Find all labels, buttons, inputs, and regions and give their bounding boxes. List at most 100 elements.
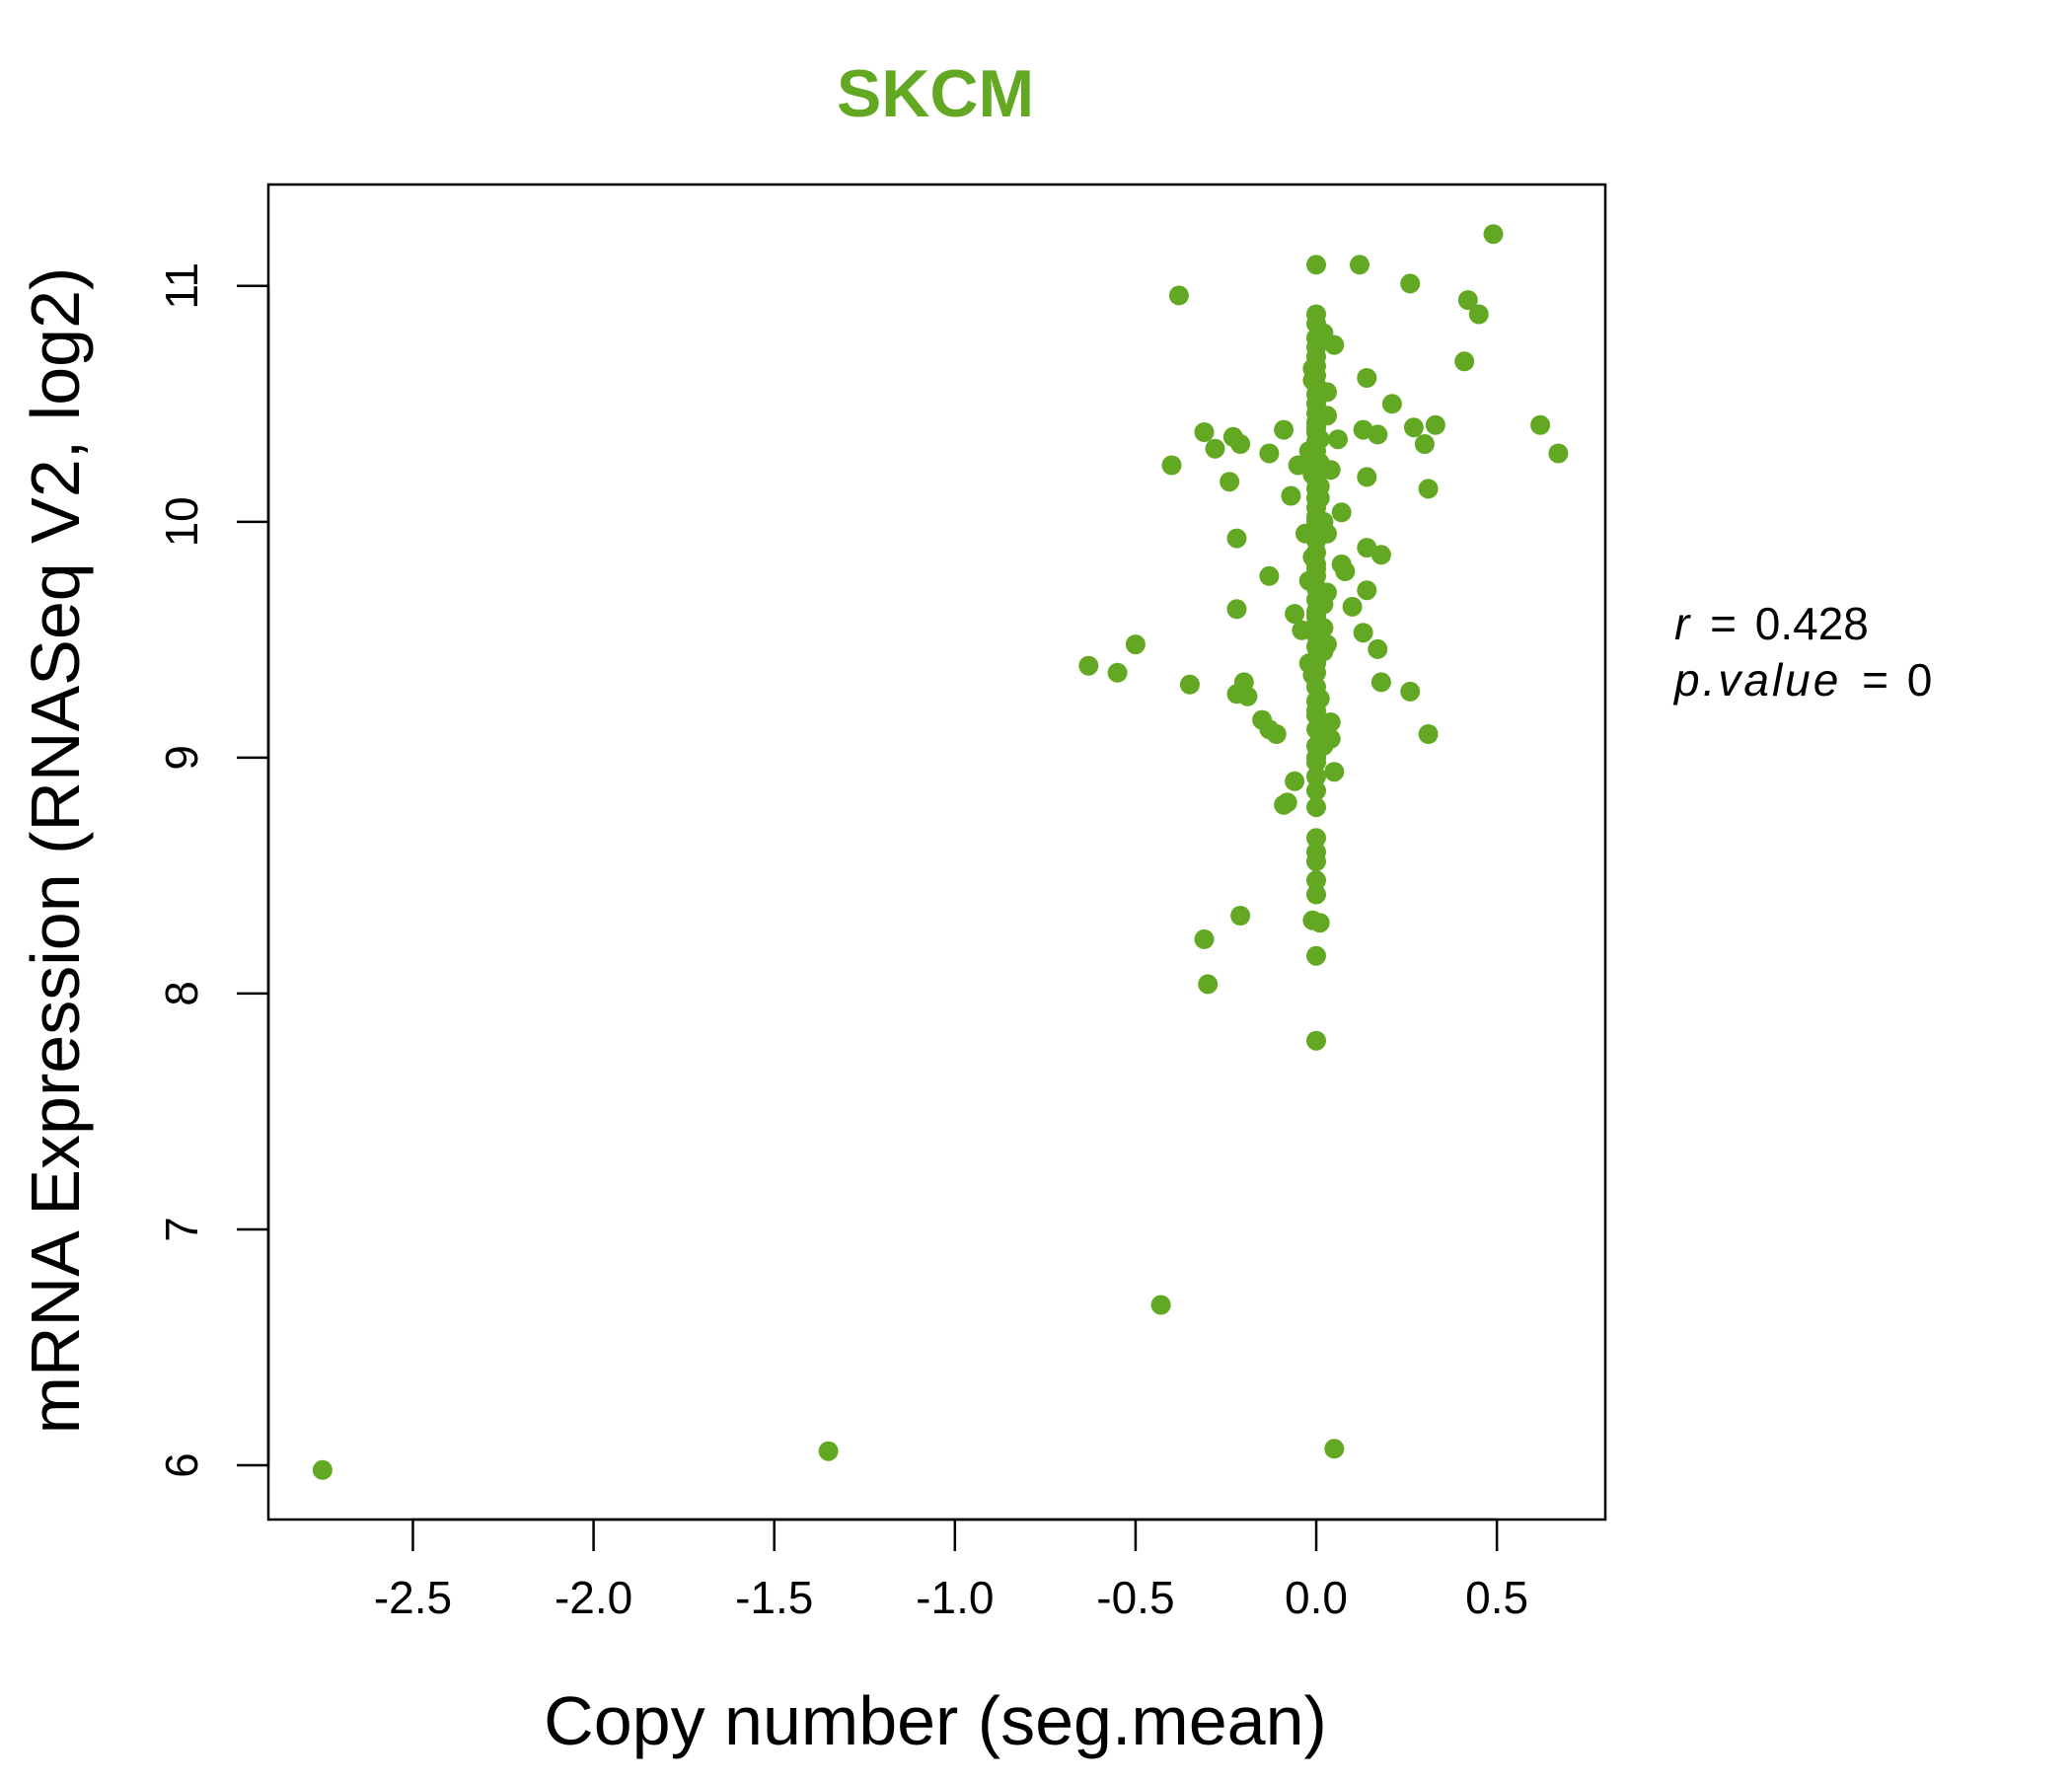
x-tick-label: -2.0 <box>555 1572 632 1623</box>
data-point <box>1230 434 1251 454</box>
data-point <box>1233 672 1254 693</box>
data-point <box>1298 570 1319 591</box>
data-point <box>1309 913 1330 933</box>
data-point <box>1357 467 1377 487</box>
data-point <box>1168 285 1189 306</box>
data-point <box>1313 618 1334 638</box>
data-point <box>1078 655 1099 676</box>
data-point <box>1259 565 1280 586</box>
data-point <box>1306 870 1326 891</box>
data-point <box>1302 547 1323 567</box>
data-point <box>1368 424 1388 445</box>
data-point <box>1306 828 1326 849</box>
data-point <box>1331 502 1352 523</box>
y-tick-label: 6 <box>156 1452 207 1478</box>
chart-title: SKCM <box>837 56 1034 131</box>
data-point <box>1370 672 1391 693</box>
data-point <box>1350 255 1369 275</box>
p-equals: = <box>1862 654 1888 705</box>
x-tick-label: -0.5 <box>1096 1572 1174 1623</box>
y-axis: 6 7 8 9 10 11 <box>156 262 270 1478</box>
data-point <box>1179 674 1200 695</box>
data-point <box>1403 417 1424 438</box>
x-tick-label: -1.5 <box>735 1572 813 1623</box>
data-point <box>1483 224 1504 245</box>
data-point <box>1317 382 1337 403</box>
data-point <box>1259 443 1280 464</box>
data-point <box>1418 724 1439 744</box>
data-point <box>1274 419 1295 440</box>
data-point <box>1306 884 1326 905</box>
data-point <box>1320 712 1341 732</box>
data-point <box>1281 485 1301 506</box>
data-point <box>1357 368 1377 388</box>
data-point <box>1328 429 1348 450</box>
data-point <box>1357 538 1377 558</box>
data-point <box>1548 443 1569 464</box>
p-value: 0 <box>1907 654 1933 705</box>
data-point <box>1285 604 1305 625</box>
data-point <box>1454 351 1475 372</box>
y-tick-label: 10 <box>156 496 207 547</box>
x-axis: -2.5 -2.0 -1.5 -1.0 -0.5 0.0 0.5 <box>374 1518 1528 1623</box>
data-point <box>1353 623 1373 643</box>
data-point <box>1306 255 1326 275</box>
data-point <box>1306 1030 1326 1051</box>
data-point <box>1306 842 1326 862</box>
data-point <box>1230 906 1251 926</box>
data-point <box>1306 780 1326 801</box>
data-point <box>1324 762 1345 782</box>
data-point <box>1277 792 1297 813</box>
data-point <box>312 1459 333 1480</box>
data-point <box>1309 689 1330 709</box>
data-point <box>1317 406 1337 426</box>
x-tick-label: -2.5 <box>374 1572 452 1623</box>
data-point <box>1252 709 1273 730</box>
data-point <box>1457 290 1478 311</box>
p-label: p.value <box>1672 654 1841 705</box>
data-point <box>1107 662 1128 683</box>
data-point <box>1313 594 1334 615</box>
y-tick-label: 8 <box>156 981 207 1006</box>
data-point <box>1381 394 1402 414</box>
data-point <box>1194 422 1215 442</box>
data-point <box>1306 767 1326 786</box>
x-tick-label: 0.5 <box>1465 1572 1528 1623</box>
points-layer <box>312 224 1569 1480</box>
correlation-annotation: r = 0.428 p.value = 0 <box>1672 598 1932 705</box>
r-label: r <box>1674 598 1691 649</box>
y-tick-label: 7 <box>156 1217 207 1242</box>
data-point <box>1226 528 1247 549</box>
data-point <box>1309 429 1330 450</box>
r-equals: = <box>1710 598 1737 649</box>
data-point <box>1306 797 1326 818</box>
data-point <box>1288 455 1308 476</box>
data-point <box>1302 358 1323 379</box>
data-point <box>1302 665 1323 686</box>
data-point <box>1313 323 1334 343</box>
data-point <box>1313 735 1334 756</box>
data-point <box>1335 561 1356 581</box>
y-axis-label: mRNA Expression (RNASeq V2, log2) <box>17 267 94 1435</box>
data-point <box>1368 638 1388 659</box>
x-axis-label: Copy number (seg.mean) <box>544 1682 1327 1759</box>
data-point <box>1400 273 1421 294</box>
data-point <box>1418 479 1439 499</box>
data-point <box>1342 596 1363 617</box>
data-point <box>1285 771 1305 791</box>
y-tick-label: 9 <box>156 745 207 771</box>
data-point <box>1468 304 1489 325</box>
data-point <box>1357 580 1377 601</box>
data-point <box>1306 304 1326 325</box>
data-point <box>1317 523 1337 544</box>
data-point <box>1226 599 1247 620</box>
data-point <box>818 1441 839 1461</box>
data-point <box>1400 681 1421 702</box>
data-point <box>1309 487 1330 508</box>
data-point <box>1414 434 1435 454</box>
data-point <box>1220 472 1240 492</box>
data-point <box>1205 438 1225 459</box>
data-point <box>1125 634 1146 655</box>
